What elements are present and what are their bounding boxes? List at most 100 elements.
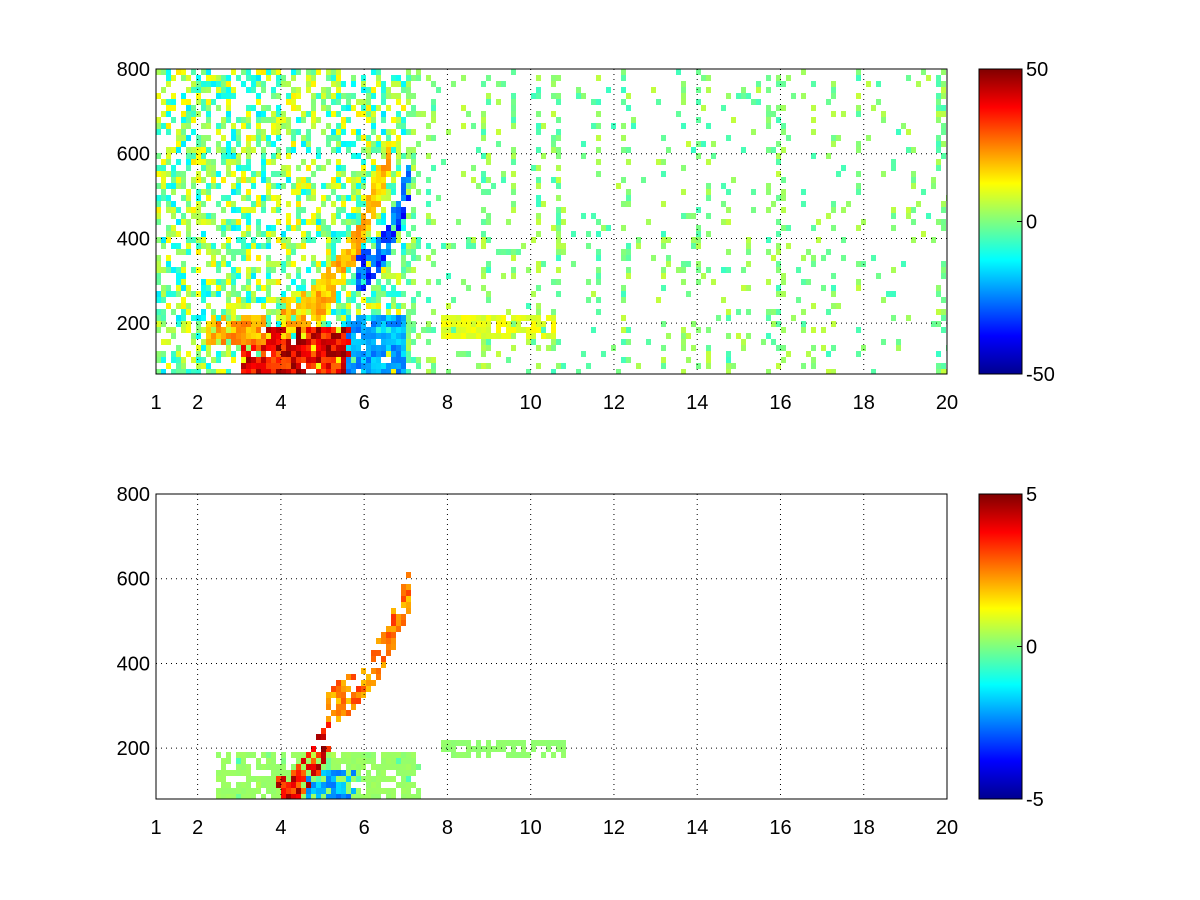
heatmap-cell [391,171,396,177]
heatmap-cell [376,674,381,680]
heatmap-cell [346,764,351,770]
heatmap-cell [696,141,701,147]
heatmap-cell [301,315,306,321]
heatmap-cell [336,345,341,351]
heatmap-cell [256,123,261,129]
heatmap-cell [311,105,316,111]
heatmap-cell [221,333,226,339]
heatmap-cell [271,267,276,273]
heatmap-cell [341,279,346,285]
x-tick-label: 20 [936,817,958,839]
heatmap-cell [266,788,271,794]
heatmap-cell [251,357,256,363]
heatmap-cell [741,147,746,153]
heatmap-cell [181,279,186,285]
heatmap-cell [301,345,306,351]
heatmap-cell [301,111,306,117]
heatmap-cell [351,171,356,177]
heatmap-cell [556,363,561,369]
heatmap-cell [186,249,191,255]
heatmap-cell [536,303,541,309]
heatmap-cell [231,279,236,285]
heatmap-cell [386,650,391,656]
heatmap-cell [331,710,336,716]
heatmap-cell [596,273,601,279]
heatmap-cell [236,177,241,183]
heatmap-cell [516,321,521,327]
heatmap-cell [706,123,711,129]
heatmap-cell [391,752,396,758]
heatmap-cell [321,165,326,171]
heatmap-cell [341,327,346,333]
heatmap-cell [321,309,326,315]
heatmap-cell [531,333,536,339]
heatmap-cell [156,69,161,75]
heatmap-cell [316,261,321,267]
heatmap-cell [386,626,391,632]
heatmap-cell [426,243,431,249]
heatmap-cell [396,135,401,141]
heatmap-cell [211,243,216,249]
heatmap-cell [246,207,251,213]
heatmap-cell [346,237,351,243]
heatmap-cell [166,171,171,177]
heatmap-cell [251,135,256,141]
heatmap-cell [326,237,331,243]
heatmap-cell [241,243,246,249]
heatmap-cell [941,105,946,111]
heatmap-cell [361,195,366,201]
heatmap-cell [301,141,306,147]
heatmap-cell [726,357,731,363]
heatmap-cell [491,333,496,339]
heatmap-cell [301,309,306,315]
heatmap-cell [381,339,386,345]
heatmap-cell [336,159,341,165]
heatmap-cell [226,788,231,794]
heatmap-cell [381,758,386,764]
heatmap-cell [846,201,851,207]
heatmap-cell [381,285,386,291]
heatmap-cell [316,303,321,309]
heatmap-cell [246,255,251,261]
heatmap-cell [396,213,401,219]
heatmap-cell [476,752,481,758]
heatmap-cell [501,177,506,183]
heatmap-cell [286,213,291,219]
heatmap-cell [366,752,371,758]
heatmap-cell [906,315,911,321]
heatmap-cell [611,345,616,351]
heatmap-cell [446,273,451,279]
heatmap-cell [336,129,341,135]
heatmap-cell [466,315,471,321]
heatmap-cell [591,213,596,219]
heatmap-cell [451,333,456,339]
heatmap-cell [706,87,711,93]
heatmap-cell [286,770,291,776]
heatmap-cell [361,680,366,686]
heatmap-cell [336,776,341,782]
heatmap-cell [381,662,386,668]
heatmap-cell [621,75,626,81]
heatmap-cell [591,99,596,105]
heatmap-cell [371,207,376,213]
heatmap-cell [326,327,331,333]
heatmap-cell [171,231,176,237]
heatmap-cell [291,189,296,195]
heatmap-cell [746,237,751,243]
heatmap-cell [211,333,216,339]
heatmap-cell [241,752,246,758]
heatmap-cell [241,333,246,339]
heatmap-cell [496,321,501,327]
heatmap-cell [196,219,201,225]
heatmap-cell [466,111,471,117]
heatmap-cell [406,261,411,267]
heatmap-cell [326,297,331,303]
heatmap-cell [356,195,361,201]
heatmap-cell [696,225,701,231]
heatmap-cell [776,309,781,315]
heatmap-cell [486,746,491,752]
heatmap-cell [381,183,386,189]
heatmap-cell [326,722,331,728]
heatmap-cell [941,129,946,135]
heatmap-cell [431,369,436,374]
